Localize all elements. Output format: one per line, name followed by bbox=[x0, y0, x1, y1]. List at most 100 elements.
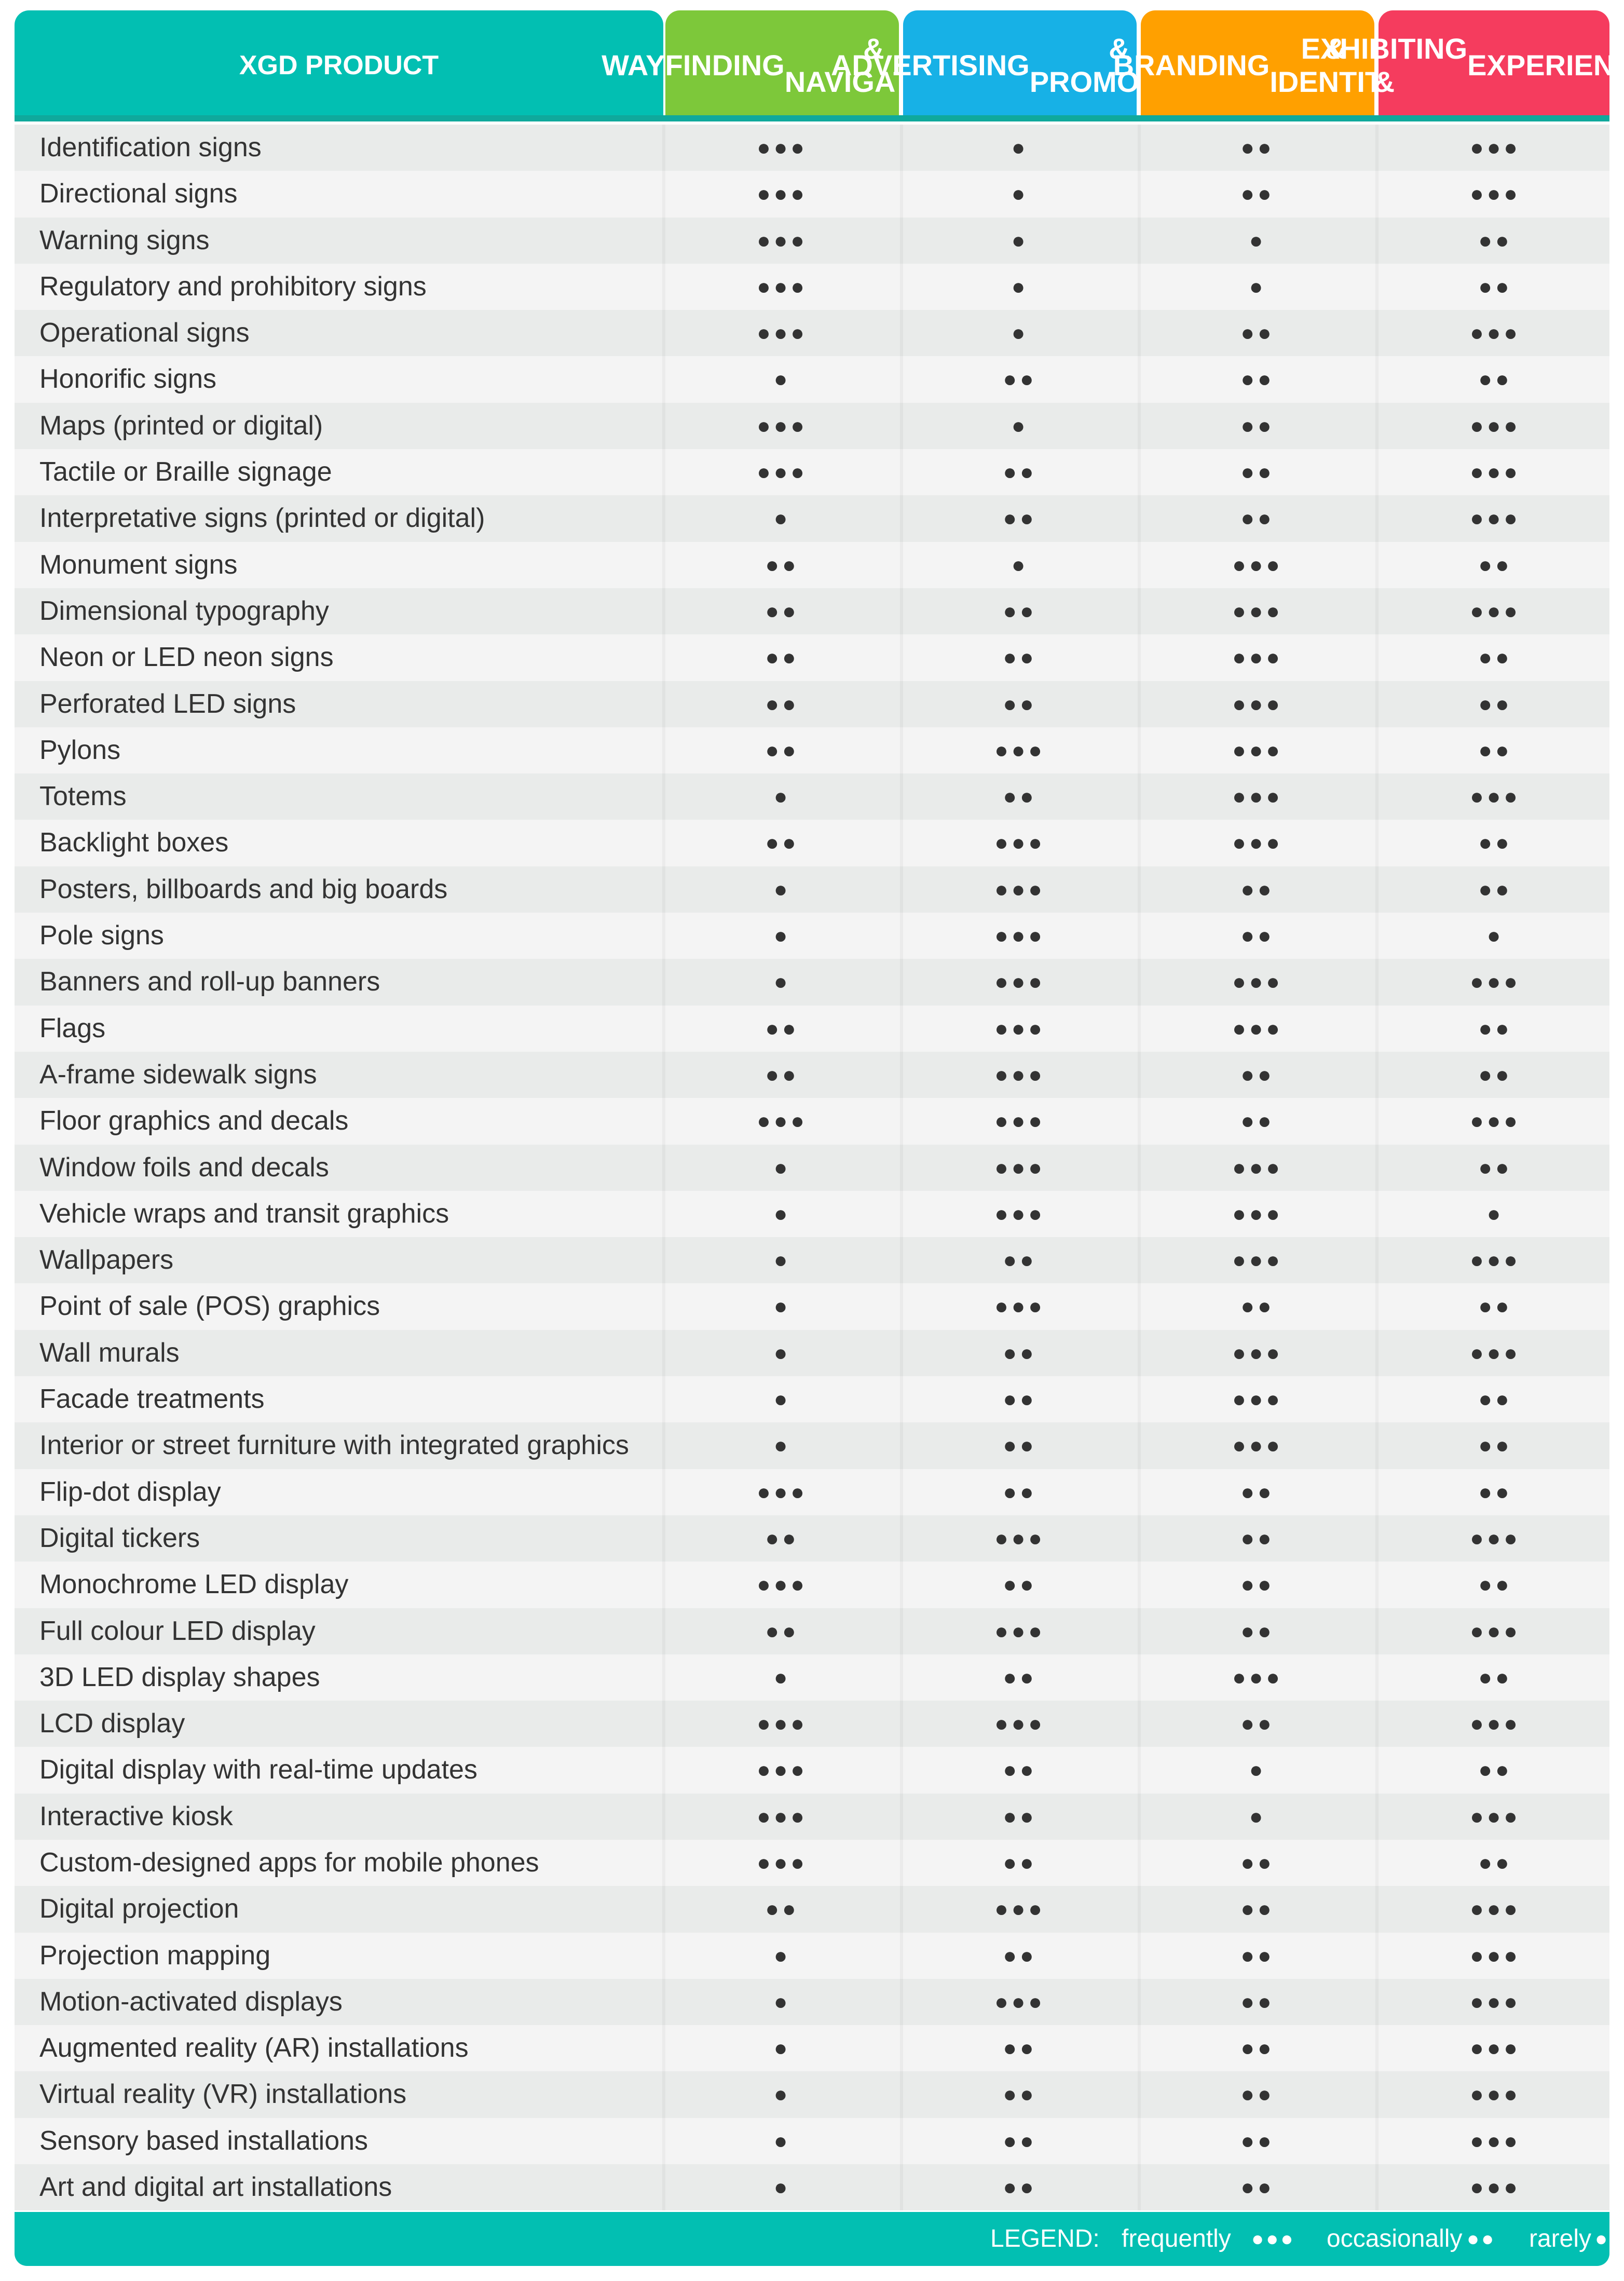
product-label: Interactive kiosk bbox=[39, 1801, 233, 1831]
frequency-dots: ●●● bbox=[757, 413, 808, 439]
frequency-dots: ● bbox=[1011, 181, 1029, 207]
frequency-dots: ●●● bbox=[994, 1896, 1045, 1922]
product-label: Digital display with real-time updates bbox=[39, 1755, 477, 1785]
frequency-dots: ●●● bbox=[994, 1155, 1045, 1180]
header-branding-identity: BRANDING & IDENTITY bbox=[1113, 10, 1402, 120]
frequency-dots: ●● bbox=[1240, 366, 1275, 392]
frequency-dots: ●● bbox=[1003, 506, 1037, 532]
frequency-dots: ●● bbox=[1240, 1108, 1275, 1134]
legend-occasionally-label: occasionally bbox=[1327, 2224, 1463, 2252]
frequency-dots: ●●● bbox=[757, 1108, 808, 1134]
frequency-dots: ● bbox=[1011, 274, 1029, 300]
frequency-dots: ●● bbox=[1240, 2082, 1275, 2108]
frequency-dots: ●●● bbox=[1470, 1525, 1521, 1551]
header-divider bbox=[15, 115, 1609, 121]
frequency-dots: ●● bbox=[1003, 2175, 1037, 2201]
frequency-dots: ●●● bbox=[1232, 598, 1283, 624]
frequency-dots: ●● bbox=[1240, 1896, 1275, 1922]
frequency-dots: ●● bbox=[1003, 2082, 1037, 2108]
frequency-dots: ●● bbox=[1003, 1247, 1037, 1273]
frequency-dots: ● bbox=[773, 1294, 791, 1320]
table-row: Digital display with real-time updates ●●… bbox=[15, 1747, 1609, 1794]
product-label: Sensory based installations bbox=[39, 2125, 369, 2156]
product-label: LCD display bbox=[39, 1708, 185, 1739]
frequency-dots: ●●● bbox=[1470, 135, 1521, 160]
frequency-dots: ●● bbox=[1478, 1479, 1512, 1505]
table-row: Interpretative signs (printed or digital… bbox=[15, 495, 1609, 542]
table-row: LCD display ●●● ●●● ●● ●●● bbox=[15, 1701, 1609, 1747]
product-label: Banners and roll-up banners bbox=[39, 967, 380, 997]
legend-rarely-label: rarely bbox=[1529, 2224, 1592, 2252]
product-label: Backlight boxes bbox=[39, 827, 229, 858]
frequency-dots: ●●● bbox=[1470, 1618, 1521, 1644]
frequency-dots: ● bbox=[773, 784, 791, 810]
frequency-dots: ●● bbox=[1478, 1155, 1512, 1180]
frequency-dots: ●●● bbox=[1232, 1247, 1283, 1273]
product-label: Digital tickers bbox=[39, 1523, 200, 1553]
frequency-dots: ●● bbox=[1478, 274, 1512, 300]
product-label: Digital projection bbox=[39, 1894, 239, 1924]
product-label: Interpretative signs (printed or digital… bbox=[39, 503, 485, 534]
product-label: Art and digital art installations bbox=[39, 2172, 392, 2203]
frequency-dots: ● bbox=[1249, 1803, 1266, 1829]
product-label: Pylons bbox=[39, 735, 121, 765]
frequency-dots: ●● bbox=[765, 645, 799, 671]
frequency-dots: ●● bbox=[1240, 1711, 1275, 1737]
header-line: EXPERIENCING bbox=[1467, 49, 1624, 82]
frequency-dots: ●● bbox=[1478, 1757, 1512, 1783]
frequency-dots: ●● bbox=[1240, 1062, 1275, 1088]
product-label: Floor graphics and decals bbox=[39, 1106, 349, 1136]
frequency-dots: ●● bbox=[1003, 1340, 1037, 1366]
frequency-dots: ● bbox=[1249, 1757, 1266, 1783]
frequency-dots: ●● bbox=[1240, 1943, 1275, 1968]
table-header: XGD PRODUCT WAYFINDING & NAVIGATION ADVE… bbox=[15, 10, 1624, 121]
frequency-dots: ●● bbox=[1003, 1757, 1037, 1783]
frequency-dots: ●●● bbox=[757, 1711, 808, 1737]
product-label: Neon or LED neon signs bbox=[39, 642, 334, 673]
table-row: Flip-dot display ●●● ●● ●● ●● bbox=[15, 1469, 1609, 1515]
product-label: Operational signs bbox=[39, 318, 250, 348]
frequency-dots: ●● bbox=[1478, 1433, 1512, 1459]
frequency-dots: ●● bbox=[765, 830, 799, 856]
header-product: XGD PRODUCT bbox=[15, 10, 663, 120]
frequency-dots: ●● bbox=[765, 737, 799, 763]
product-label: Point of sale (POS) graphics bbox=[39, 1291, 380, 1322]
frequency-dots: ●●● bbox=[1232, 830, 1283, 856]
table-body: Identification signs ●●● ● ●● ●●● Directional… bbox=[15, 125, 1609, 2211]
frequency-dots: ●● bbox=[1240, 413, 1275, 439]
frequency-dots: ● bbox=[773, 1387, 791, 1413]
frequency-dots: ●● bbox=[1478, 1015, 1512, 1041]
frequency-dots: ●●● bbox=[1470, 506, 1521, 532]
table-row: Wallpapers ● ●● ●●● ●●● bbox=[15, 1237, 1609, 1284]
table-row: Wall murals ● ●● ●●● ●●● bbox=[15, 1329, 1609, 1377]
frequency-dots: ●●● bbox=[757, 135, 808, 160]
frequency-dots: ●●● bbox=[1470, 2128, 1521, 2154]
product-label: A-frame sidewalk signs bbox=[39, 1059, 317, 1090]
frequency-dots: ●●● bbox=[994, 830, 1045, 856]
frequency-dots: ●● bbox=[1240, 1989, 1275, 2015]
product-label: Honorific signs bbox=[39, 364, 217, 395]
table-row: Motion-activated displays ● ●●● ●● ●●● bbox=[15, 1978, 1609, 2026]
frequency-dots: ●●● bbox=[994, 1989, 1045, 2015]
frequency-dots: ● bbox=[1011, 552, 1029, 578]
frequency-dots: ● bbox=[773, 876, 791, 902]
frequency-dots: ●●● bbox=[1470, 969, 1521, 995]
frequency-dots: ●● bbox=[1240, 1850, 1275, 1876]
frequency-dots: ●● bbox=[1478, 1387, 1512, 1413]
frequency-dots: ●● bbox=[1478, 691, 1512, 717]
table-row: 3D LED display shapes ● ●● ●●● ●● bbox=[15, 1654, 1609, 1701]
frequency-dots: ●● bbox=[1478, 1664, 1512, 1690]
frequency-dots: ●● bbox=[1003, 2035, 1037, 2061]
frequency-dots: ●● bbox=[1003, 1479, 1037, 1505]
product-label: Monument signs bbox=[39, 549, 238, 580]
frequency-dots: ●● bbox=[1240, 1572, 1275, 1598]
frequency-dots: ●●● bbox=[1232, 1340, 1283, 1366]
frequency-dots: ●● bbox=[1240, 2035, 1275, 2061]
frequency-dots: ●●● bbox=[757, 1757, 808, 1783]
frequency-dots: ● bbox=[1249, 227, 1266, 253]
product-label: Maps (printed or digital) bbox=[39, 410, 323, 441]
frequency-dots: ●●● bbox=[1470, 413, 1521, 439]
table-row: Totems ● ●● ●●● ●●● bbox=[15, 773, 1609, 820]
table-row: Digital projection ●● ●●● ●● ●●● bbox=[15, 1886, 1609, 1933]
table-row: Warning signs ●●● ● ● ●● bbox=[15, 217, 1609, 264]
